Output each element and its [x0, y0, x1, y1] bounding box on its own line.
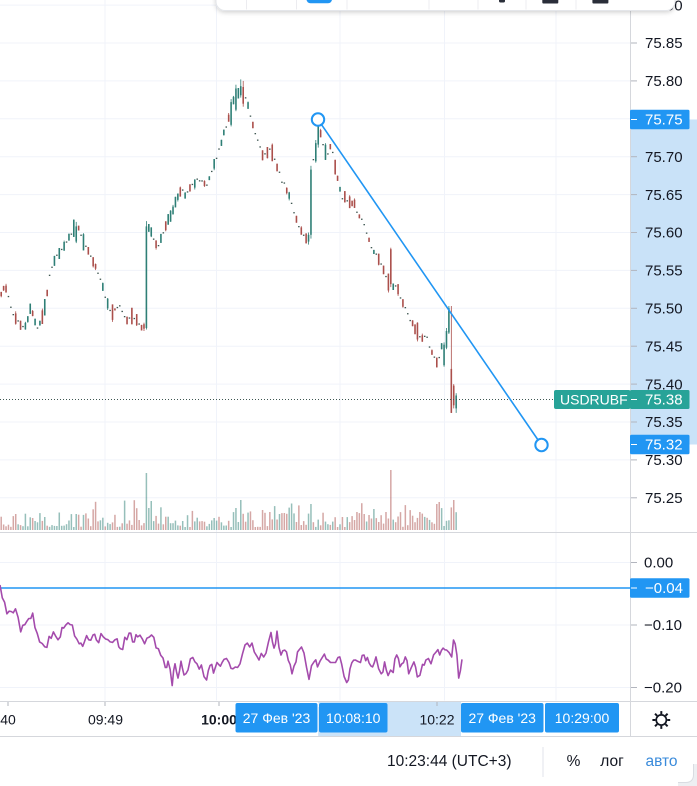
svg-text:10:08:10: 10:08:10	[326, 710, 381, 726]
svg-text:10:00: 10:00	[201, 712, 237, 728]
svg-text:75.35: 75.35	[645, 414, 683, 431]
svg-text:27 Фев '23: 27 Фев '23	[468, 710, 536, 726]
svg-text:75.65: 75.65	[645, 187, 683, 204]
svg-text:75.55: 75.55	[645, 263, 683, 280]
svg-text:0.00: 0.00	[644, 555, 673, 572]
svg-text:75.45: 75.45	[645, 338, 683, 355]
svg-text:75.80: 75.80	[645, 73, 683, 90]
svg-text:10:23:44 (UTC+3): 10:23:44 (UTC+3)	[387, 753, 512, 770]
svg-text:75.32: 75.32	[645, 437, 683, 454]
svg-text:75.25: 75.25	[645, 490, 683, 507]
svg-text:75.70: 75.70	[645, 149, 683, 166]
svg-text:лог: лог	[600, 753, 624, 770]
svg-text:75.50: 75.50	[645, 301, 683, 318]
svg-text:10:29:00: 10:29:00	[555, 710, 610, 726]
svg-text:75.85: 75.85	[645, 35, 683, 52]
svg-text:авто: авто	[645, 753, 677, 770]
svg-text:−0.10: −0.10	[644, 617, 682, 634]
svg-text:−0.20: −0.20	[644, 680, 682, 697]
svg-text:75.38: 75.38	[645, 392, 683, 409]
svg-text:%: %	[567, 753, 581, 770]
svg-text:75.75: 75.75	[645, 112, 683, 129]
svg-text:75.30: 75.30	[645, 452, 683, 469]
svg-text:75.40: 75.40	[645, 376, 683, 393]
svg-text:10:22: 10:22	[419, 712, 454, 728]
svg-text:40: 40	[0, 712, 16, 728]
svg-text:−0.04: −0.04	[645, 580, 683, 597]
svg-text:USDRUBF: USDRUBF	[560, 392, 628, 408]
svg-text:09:49: 09:49	[88, 712, 123, 728]
svg-text:75.60: 75.60	[645, 225, 683, 242]
svg-text:27 Фев '23: 27 Фев '23	[243, 710, 311, 726]
